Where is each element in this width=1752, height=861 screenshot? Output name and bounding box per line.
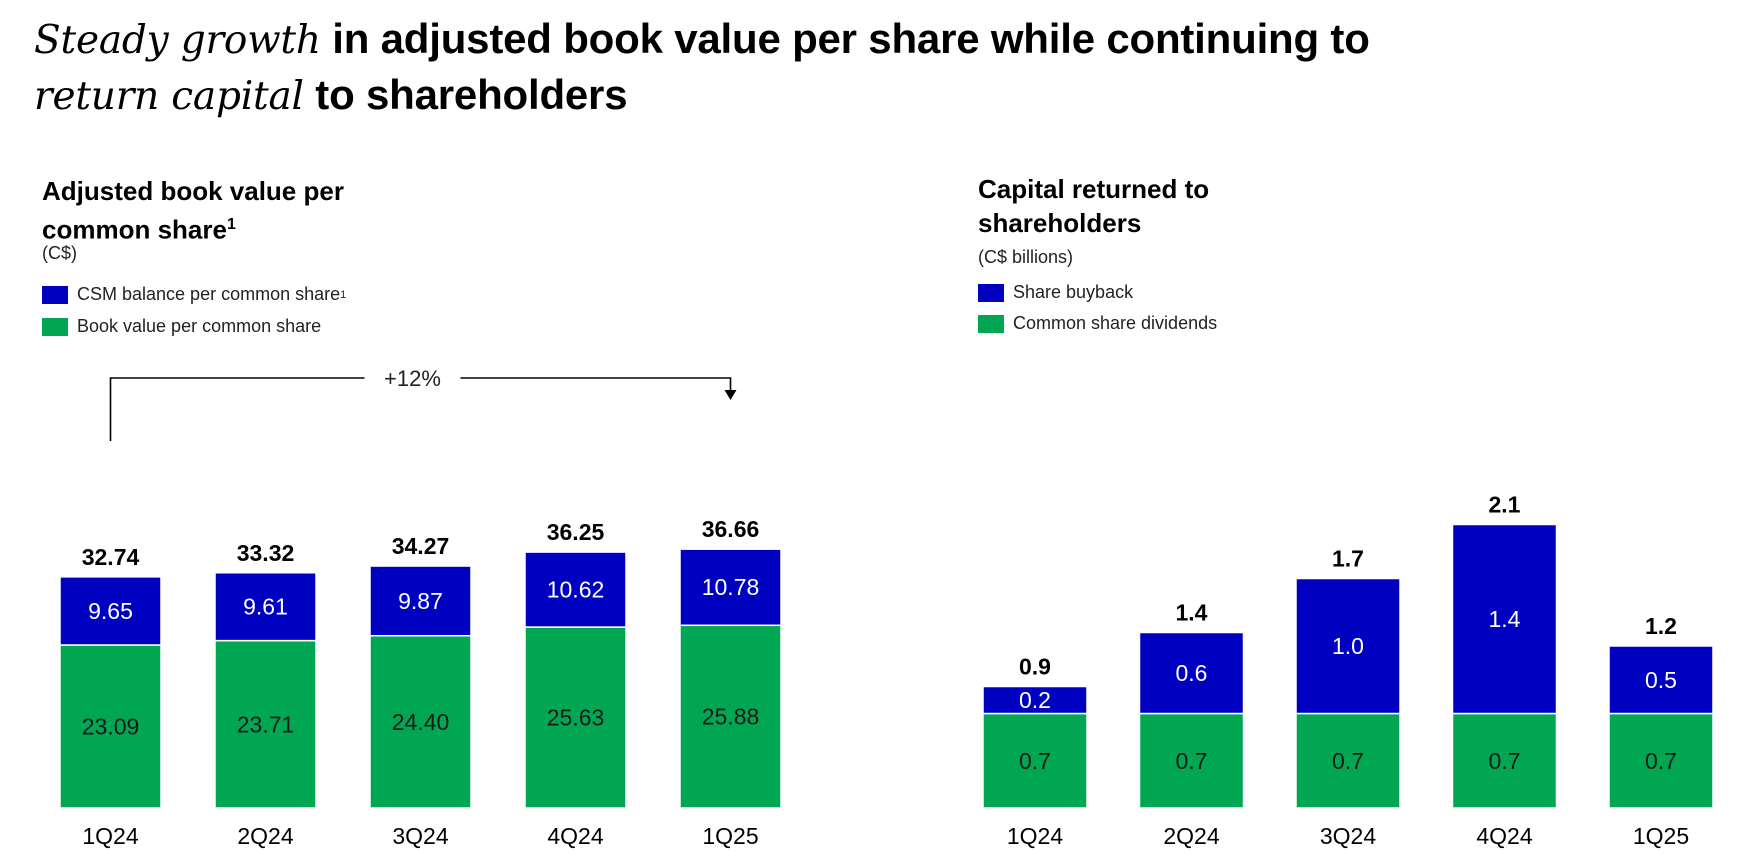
headline: Steady growth in adjusted book value per… (34, 12, 1370, 124)
legend-item-book-value: Book value per common share (42, 316, 321, 337)
x-tick-label-2Q24: 2Q24 (1163, 823, 1219, 849)
legend-swatch-green (978, 314, 1004, 333)
growth-bracket-right (460, 377, 732, 391)
data-label-2Q24: 23.71 (237, 711, 295, 737)
headline-bold-2: to shareholders (303, 71, 628, 118)
legend-swatch-blue (42, 285, 68, 304)
bar-green-2Q24 (214, 639, 317, 809)
total-label-2Q24: 33.32 (237, 540, 295, 566)
data-label-1Q24: 23.09 (82, 713, 140, 739)
total-label-4Q24: 36.25 (547, 519, 605, 545)
total-label-1Q25: 36.66 (702, 516, 760, 542)
data-label-2Q24: 9.61 (243, 594, 288, 620)
left-chart-title-line2: common share1 (42, 208, 344, 247)
data-label-2Q24: 0.6 (1176, 660, 1208, 686)
bar-green-2Q24 (1138, 712, 1245, 809)
data-label-1Q25: 25.88 (702, 704, 760, 730)
data-label-1Q25: 0.5 (1645, 667, 1677, 693)
footnote-marker: 1 (226, 216, 236, 233)
total-label-1Q25: 1.2 (1645, 613, 1677, 639)
x-tick-label-1Q25: 1Q25 (702, 823, 758, 849)
bar-blue-1Q25 (1608, 645, 1714, 715)
total-label-2Q24: 1.4 (1176, 600, 1208, 626)
bar-blue-4Q24 (1451, 523, 1558, 715)
bar-green-3Q24 (369, 634, 472, 809)
legend-label-csm: CSM balance per common share (77, 284, 341, 304)
bar-green-4Q24 (1451, 712, 1558, 809)
total-label-3Q24: 34.27 (392, 533, 450, 559)
total-label-1Q24: 32.74 (82, 544, 140, 570)
right-chart-title-line1: Capital returned to (978, 174, 1210, 204)
bar-blue-3Q24 (1295, 577, 1401, 715)
bar-green-1Q25 (679, 624, 782, 809)
legend-swatch-blue (978, 283, 1004, 302)
bar-blue-1Q24 (982, 685, 1088, 715)
data-label-3Q24: 24.40 (392, 709, 450, 735)
legend-footnote-marker: 1 (340, 288, 347, 301)
total-label-3Q24: 1.7 (1332, 546, 1364, 572)
left-chart-unit: (C$) (42, 243, 77, 263)
left-chart-title: Adjusted book value per common share1 (42, 174, 344, 247)
legend-item-csm: CSM balance per common share 1 (42, 284, 346, 305)
headline-line-1: Steady growth in adjusted book value per… (34, 12, 1370, 68)
growth-bracket-left (109, 377, 365, 441)
growth-arrowhead (724, 390, 737, 400)
x-tick-label-4Q24: 4Q24 (1476, 823, 1532, 849)
x-tick-label-3Q24: 3Q24 (1320, 823, 1376, 849)
bar-green-3Q24 (1295, 712, 1401, 809)
left-chart-title-line2-text: common share (42, 214, 227, 245)
data-label-4Q24: 1.4 (1489, 606, 1521, 632)
data-label-3Q24: 1.0 (1332, 633, 1364, 659)
bar-blue-2Q24 (214, 572, 317, 642)
legend-item-share-buyback: Share buyback (978, 282, 1133, 303)
right-chart-unit: (C$ billions) (978, 247, 1074, 267)
legend-swatch-green (42, 317, 68, 336)
data-label-4Q24: 25.63 (547, 705, 605, 731)
x-tick-label-1Q25: 1Q25 (1633, 823, 1689, 849)
growth-annotation: +12% (384, 366, 441, 391)
legend-label-share-buyback: Share buyback (1013, 282, 1134, 302)
total-label-4Q24: 2.1 (1489, 492, 1521, 518)
headline-italic-1: Steady growth (34, 18, 321, 63)
legend-label-dividends: Common share dividends (1013, 313, 1218, 333)
data-label-1Q24: 0.2 (1019, 687, 1051, 713)
data-label-1Q25: 0.7 (1645, 748, 1677, 774)
headline-line-2: return capital to shareholders (34, 68, 1370, 124)
x-tick-label-1Q24: 1Q24 (82, 823, 138, 849)
bar-green-1Q24 (982, 712, 1088, 809)
x-tick-label-2Q24: 2Q24 (237, 823, 293, 849)
legend-item-dividends: Common share dividends (978, 313, 1217, 334)
data-label-1Q24: 0.7 (1019, 748, 1051, 774)
data-label-2Q24: 0.7 (1176, 748, 1208, 774)
bar-blue-1Q24 (59, 576, 162, 646)
bar-green-1Q24 (59, 644, 162, 809)
data-label-4Q24: 10.62 (547, 577, 605, 603)
data-label-3Q24: 0.7 (1332, 748, 1364, 774)
data-label-1Q24: 9.65 (88, 598, 133, 624)
legend-label-book-value: Book value per common share (77, 316, 322, 336)
bar-blue-2Q24 (1138, 631, 1245, 715)
bar-blue-1Q25 (679, 548, 782, 627)
data-label-3Q24: 9.87 (398, 588, 443, 614)
x-tick-label-3Q24: 3Q24 (392, 823, 448, 849)
bar-blue-4Q24 (524, 551, 627, 628)
headline-italic-2: return capital (34, 74, 304, 119)
x-tick-label-1Q24: 1Q24 (1007, 823, 1063, 849)
data-label-4Q24: 0.7 (1489, 748, 1521, 774)
x-tick-label-4Q24: 4Q24 (547, 823, 603, 849)
right-chart-title: Capital returned to shareholders (978, 172, 1209, 240)
headline-bold-1: in adjusted book value per share while c… (320, 15, 1370, 62)
total-label-1Q24: 0.9 (1019, 654, 1051, 680)
data-label-1Q25: 10.78 (702, 574, 760, 600)
right-chart-title-line2: shareholders (978, 208, 1142, 238)
bar-blue-3Q24 (369, 565, 472, 637)
left-chart-title-line1: Adjusted book value per (42, 176, 344, 206)
